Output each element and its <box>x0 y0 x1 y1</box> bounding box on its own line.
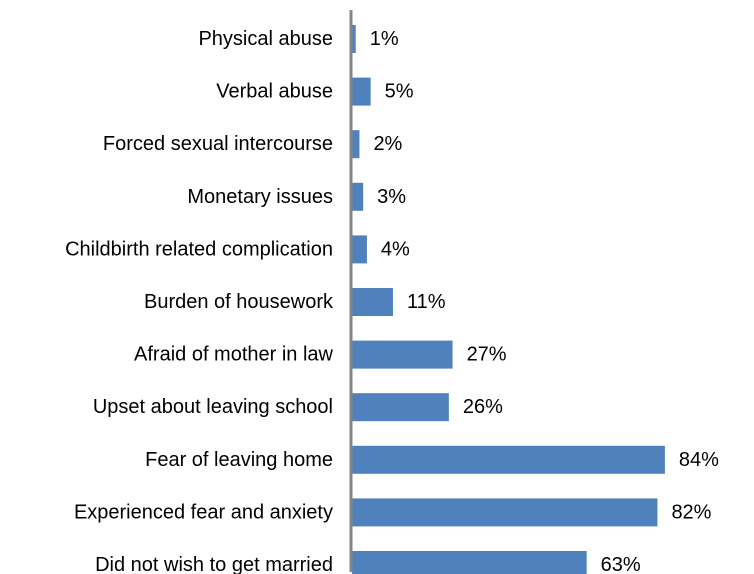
bars-group <box>352 25 665 574</box>
value-label-1: 5% <box>385 81 414 103</box>
category-label-0: Physical abuse <box>198 28 333 50</box>
bar-8 <box>352 445 665 474</box>
value-label-0: 1% <box>370 28 399 50</box>
bar-6 <box>352 340 453 369</box>
value-label-10: 63% <box>601 554 641 574</box>
category-label-2: Forced sexual intercourse <box>103 133 333 155</box>
bar-0 <box>352 25 356 53</box>
bar-3 <box>352 182 364 211</box>
category-label-6: Afraid of mother in law <box>134 344 334 366</box>
category-label-4: Childbirth related complication <box>65 238 333 260</box>
category-label-1: Verbal abuse <box>216 81 333 103</box>
value-label-9: 82% <box>671 501 711 523</box>
value-labels-group: 1% 5% 2% 3% 4% 11% 27% 26% 84% 82% 63% <box>370 28 719 574</box>
value-label-2: 2% <box>373 133 402 155</box>
bar-1 <box>352 77 371 106</box>
value-label-6: 27% <box>467 344 507 366</box>
bar-2 <box>352 130 360 159</box>
bar-9 <box>352 498 658 527</box>
bar-4 <box>352 235 367 264</box>
value-label-4: 4% <box>381 238 410 260</box>
category-label-3: Monetary issues <box>187 186 333 208</box>
bar-7 <box>352 393 449 422</box>
category-label-10: Did not wish to get married <box>95 554 333 574</box>
value-label-7: 26% <box>463 396 503 418</box>
value-label-8: 84% <box>679 449 719 471</box>
category-label-9: Experienced fear and anxiety <box>74 501 333 523</box>
category-label-8: Fear of leaving home <box>145 449 333 471</box>
category-label-5: Burden of housework <box>144 291 334 313</box>
bar-5 <box>352 288 393 316</box>
category-labels-group: Physical abuse Verbal abuse Forced sexual … <box>65 28 334 574</box>
value-label-5: 11% <box>407 291 446 313</box>
value-label-3: 3% <box>377 186 406 208</box>
bar-10 <box>352 551 587 574</box>
category-label-7: Upset about leaving school <box>93 396 333 418</box>
